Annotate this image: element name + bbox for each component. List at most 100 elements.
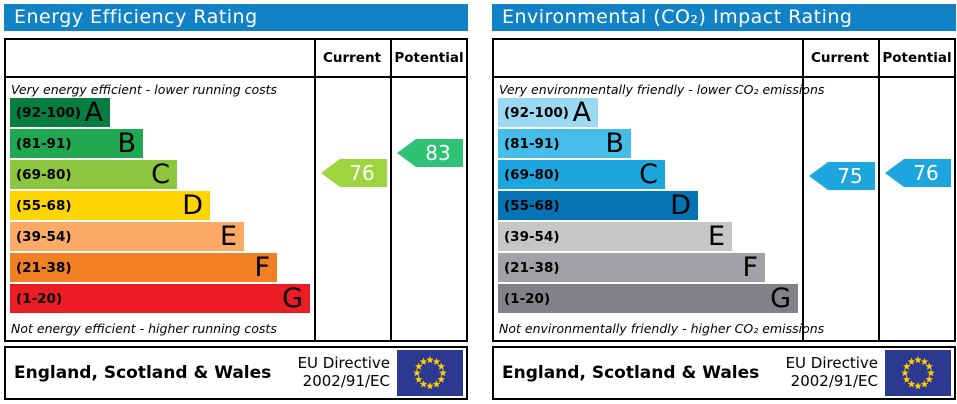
eu-directive-label: EU Directive 2002/91/EC xyxy=(298,355,397,390)
current-column-header: Current xyxy=(322,50,382,66)
band-letter: B xyxy=(605,128,624,159)
band-range: (21-38) xyxy=(504,259,560,276)
eu-directive-line2: 2002/91/EC xyxy=(790,372,878,390)
band-bar-c: (69-80) C xyxy=(10,160,177,189)
band-letter: C xyxy=(151,159,170,190)
chart-title-bar: Environmental (CO₂) Impact Rating xyxy=(492,4,956,31)
band-bar-e: (39-54) E xyxy=(498,222,732,251)
band-row-e: (39-54) E xyxy=(498,222,954,253)
band-letter: E xyxy=(707,221,725,252)
band-bar-a: (92-100) A xyxy=(10,98,110,127)
band-row-d: (55-68) D xyxy=(10,191,466,222)
eu-directive-line1: EU Directive xyxy=(297,354,390,373)
band-range: (1-20) xyxy=(504,290,551,307)
chart-title: Energy Efficiency Rating xyxy=(14,6,258,28)
band-range: (39-54) xyxy=(504,228,560,245)
eu-directive-label: EU Directive 2002/91/EC xyxy=(786,355,885,390)
band-bar-b: (81-91) B xyxy=(498,129,631,158)
eu-directive-line1: EU Directive xyxy=(785,354,878,373)
band-letter: F xyxy=(254,252,270,283)
column-divider xyxy=(314,40,316,340)
bands: (92-100) A (81-91) B (69-80) C (55-68) D (39-54)… xyxy=(6,98,466,315)
band-row-c: (69-80) C xyxy=(10,160,466,191)
top-note: Very energy efficient - lower running co… xyxy=(11,82,278,97)
band-row-f: (21-38) F xyxy=(498,253,954,284)
band-range: (39-54) xyxy=(16,228,72,245)
potential-rating-arrow: 76 xyxy=(884,158,952,188)
table-header-row: Current Potential xyxy=(6,40,466,78)
band-range: (81-91) xyxy=(16,135,72,152)
band-bar-f: (21-38) F xyxy=(498,253,765,282)
band-row-a: (92-100) A xyxy=(498,98,954,129)
environmental-co2-impact-rating-chart: Environmental (CO₂) Impact Rating Curren… xyxy=(492,4,956,400)
bands: (92-100) A (81-91) B (69-80) C (55-68) D (39-54)… xyxy=(494,98,954,315)
band-row-c: (69-80) C xyxy=(498,160,954,191)
eu-flag-icon xyxy=(397,350,463,396)
potential-column-header: Potential xyxy=(394,50,464,66)
band-row-g: (1-20) G xyxy=(10,284,466,315)
svg-text:83: 83 xyxy=(425,141,450,165)
bottom-note: Not environmentally friendly - higher CO… xyxy=(499,321,825,336)
band-range: (81-91) xyxy=(504,135,560,152)
band-letter: A xyxy=(572,97,591,128)
band-letter: D xyxy=(670,190,691,221)
band-bar-g: (1-20) G xyxy=(10,284,310,313)
svg-text:76: 76 xyxy=(913,161,938,185)
potential-rating-arrow: 83 xyxy=(396,138,464,168)
energy-efficiency-rating-chart: Energy Efficiency Rating Current Potenti… xyxy=(4,4,468,400)
band-range: (69-80) xyxy=(504,166,560,183)
rating-table: Current Potential Very energy efficient … xyxy=(4,38,468,342)
band-row-b: (81-91) B xyxy=(10,129,466,160)
band-letter: G xyxy=(282,283,303,314)
band-letter: C xyxy=(639,159,658,190)
band-letter: F xyxy=(742,252,758,283)
rating-table: Current Potential Very environmentally f… xyxy=(492,38,956,342)
band-row-d: (55-68) D xyxy=(498,191,954,222)
band-bar-c: (69-80) C xyxy=(498,160,665,189)
band-range: (92-100) xyxy=(504,104,569,121)
bottom-note: Not energy efficient - higher running co… xyxy=(11,321,277,336)
band-bar-e: (39-54) E xyxy=(10,222,244,251)
band-range: (21-38) xyxy=(16,259,72,276)
band-row-g: (1-20) G xyxy=(498,284,954,315)
band-bar-f: (21-38) F xyxy=(10,253,277,282)
eu-flag-icon xyxy=(885,350,951,396)
svg-text:76: 76 xyxy=(349,161,374,185)
footer: England, Scotland & Wales EU Directive 2… xyxy=(4,346,468,400)
footer: England, Scotland & Wales EU Directive 2… xyxy=(492,346,956,400)
band-bar-b: (81-91) B xyxy=(10,129,143,158)
band-range: (92-100) xyxy=(16,104,81,121)
column-divider xyxy=(802,40,804,340)
band-letter: D xyxy=(182,190,203,221)
band-range: (1-20) xyxy=(16,290,63,307)
chart-title: Environmental (CO₂) Impact Rating xyxy=(502,6,853,28)
band-row-e: (39-54) E xyxy=(10,222,466,253)
potential-column-header: Potential xyxy=(882,50,952,66)
band-bar-a: (92-100) A xyxy=(498,98,598,127)
svg-text:75: 75 xyxy=(837,164,862,188)
table-header-row: Current Potential xyxy=(494,40,954,78)
band-row-a: (92-100) A xyxy=(10,98,466,129)
current-rating-arrow: 75 xyxy=(808,161,876,191)
band-row-b: (81-91) B xyxy=(498,129,954,160)
band-range: (69-80) xyxy=(16,166,72,183)
band-row-f: (21-38) F xyxy=(10,253,466,284)
band-range: (55-68) xyxy=(504,197,560,214)
column-divider xyxy=(878,40,880,340)
current-column-header: Current xyxy=(810,50,870,66)
band-range: (55-68) xyxy=(16,197,72,214)
chart-title-bar: Energy Efficiency Rating xyxy=(4,4,468,31)
band-letter: A xyxy=(84,97,103,128)
band-bar-g: (1-20) G xyxy=(498,284,798,313)
current-rating-arrow: 76 xyxy=(320,158,388,188)
band-bar-d: (55-68) D xyxy=(10,191,210,220)
eu-directive-line2: 2002/91/EC xyxy=(302,372,390,390)
band-letter: G xyxy=(770,283,791,314)
band-letter: E xyxy=(219,221,237,252)
region-label: England, Scotland & Wales xyxy=(502,363,760,383)
top-note: Very environmentally friendly - lower CO… xyxy=(499,82,825,97)
band-letter: B xyxy=(117,128,136,159)
band-bar-d: (55-68) D xyxy=(498,191,698,220)
column-divider xyxy=(390,40,392,340)
region-label: England, Scotland & Wales xyxy=(14,363,272,383)
